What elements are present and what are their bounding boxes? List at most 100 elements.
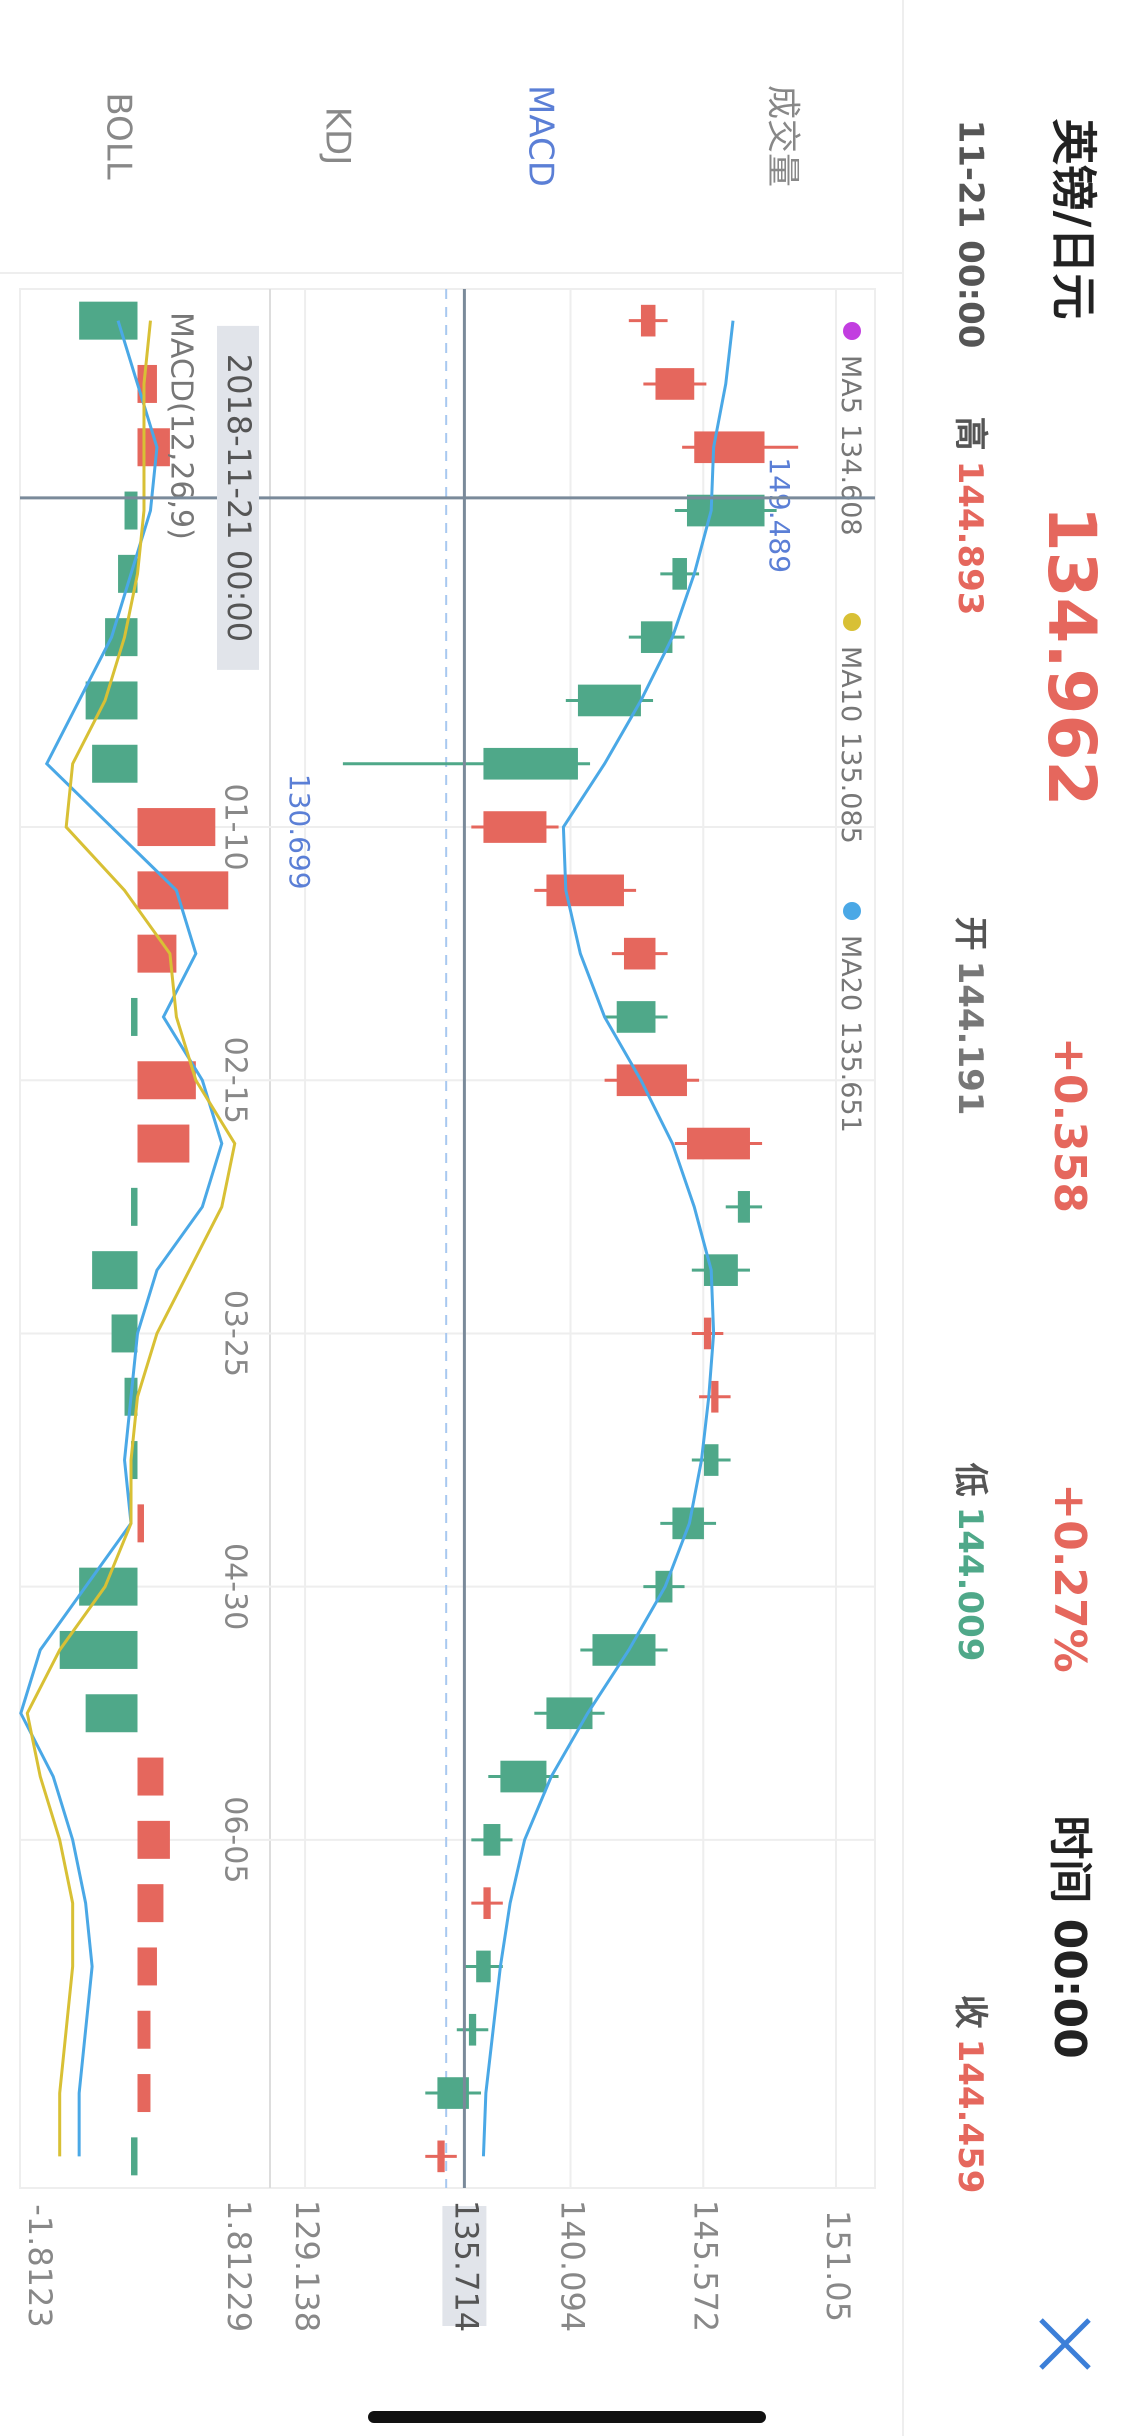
legend-dot <box>843 902 861 920</box>
candle-body <box>483 1887 491 1919</box>
y-tick-label: 1.81229 <box>220 2200 258 2332</box>
plot-frame <box>19 288 876 2189</box>
macd-bar <box>137 1947 157 1986</box>
x-tick-label: 02-15 <box>218 1037 253 1124</box>
macd-bar <box>79 301 138 340</box>
candle-body <box>703 1444 719 1476</box>
candle-body <box>437 2077 469 2109</box>
crosshair-y-label: 135.714 <box>447 2200 485 2332</box>
tab[interactable]: KDJ <box>318 107 358 166</box>
tab[interactable]: MACD <box>521 85 561 187</box>
change: +0.358 <box>1044 1037 1095 1213</box>
candle-body <box>737 1191 750 1223</box>
candle-body <box>686 1127 750 1160</box>
macd-bar <box>85 1694 138 1733</box>
macd-bar <box>131 2137 138 2176</box>
macd-bar <box>92 744 138 783</box>
candle-body <box>483 1824 501 1856</box>
price: 134.962 <box>1033 506 1110 807</box>
x-tick-label: 04-30 <box>218 1543 253 1630</box>
macd-bar <box>137 1820 170 1859</box>
macd-bar <box>131 997 138 1036</box>
legend-value: 135.085 <box>836 732 867 844</box>
candle-body <box>686 494 765 527</box>
candle-body <box>703 1317 712 1350</box>
candle-body <box>476 1950 491 1983</box>
macd-bar <box>92 1251 138 1290</box>
info-item: 低 144.009 <box>951 1463 991 1662</box>
close-button[interactable] <box>1039 2318 1091 2370</box>
legend-entry: MA5 134.608 <box>836 355 867 536</box>
min-label: 130.699 <box>283 774 316 890</box>
candle-body <box>546 1697 593 1730</box>
pair-title: 英镑/日元 <box>1047 119 1101 320</box>
close-icon[interactable] <box>1039 2318 1091 2370</box>
legend-value: 134.608 <box>836 424 867 536</box>
macd-bar <box>137 2010 151 2049</box>
info-item: 收 144.459 <box>951 1995 991 2194</box>
macd-bar <box>137 1757 164 1796</box>
candle-body <box>577 684 641 717</box>
candle-body <box>694 431 765 464</box>
candle-body <box>655 368 695 400</box>
macd-bar <box>137 934 177 973</box>
ma-line <box>481 320 735 2157</box>
info-value: 144.009 <box>951 1507 991 1662</box>
candle-body <box>640 304 656 337</box>
macd-bar <box>137 428 170 467</box>
info-item: 开 144.191 <box>951 917 991 1116</box>
y-tick-label: 145.572 <box>686 2200 724 2332</box>
max-label: 149.489 <box>763 457 796 573</box>
legend-dot <box>843 322 861 340</box>
legend-dot <box>843 613 861 631</box>
indicator-title: MACD(12,26,9) <box>164 312 199 540</box>
macd-bar <box>79 1567 138 1606</box>
info-date: 11-21 00:00 <box>951 120 991 349</box>
legend-name: MA10 <box>836 646 867 722</box>
y-tick-label: -1.8123 <box>21 2204 59 2328</box>
macd-bar <box>137 1504 144 1543</box>
home-indicator <box>368 2411 766 2423</box>
macd-bar <box>111 1314 138 1353</box>
tab[interactable]: 成交量 <box>763 85 803 187</box>
macd-line <box>25 320 237 2157</box>
candle-body <box>546 874 624 907</box>
candle-body <box>500 1760 547 1793</box>
info-label: 高 <box>951 417 991 451</box>
macd-bar <box>137 364 157 403</box>
candle-body <box>437 2140 445 2173</box>
y-tick-label: 151.05 <box>819 2210 857 2322</box>
macd-bar <box>137 1124 190 1163</box>
legend-name: MA20 <box>836 935 867 1011</box>
macd-bar <box>59 1630 138 1669</box>
macd-bar <box>137 1061 196 1100</box>
candle-body <box>672 558 687 590</box>
y-tick-label: 140.094 <box>554 2200 592 2332</box>
candle-body <box>468 2013 477 2046</box>
info-label: 开 <box>951 917 991 951</box>
candle-body <box>616 1064 687 1097</box>
info-value: 144.191 <box>951 961 991 1116</box>
macd-bar <box>85 681 138 720</box>
candle-body <box>592 1634 656 1666</box>
tab[interactable]: BOLL <box>99 92 139 179</box>
info-value: 144.893 <box>951 461 991 616</box>
y-tick-label: 129.138 <box>288 2200 326 2332</box>
info-label: 收 <box>951 1995 991 2029</box>
time: 时间 00:00 <box>1044 1815 1095 2058</box>
info-value: 144.459 <box>951 2039 991 2194</box>
candle-body <box>483 747 578 780</box>
crosshair-y-box <box>442 2206 487 2326</box>
macd-bar <box>137 1884 164 1923</box>
x-tick-label: 01-10 <box>218 783 253 870</box>
crosshair-x-box <box>217 325 259 670</box>
change-pct: +0.27% <box>1044 1483 1095 1673</box>
macd-bar <box>137 2074 151 2113</box>
candle-body <box>711 1380 719 1413</box>
x-tick-label: 03-25 <box>218 1290 253 1377</box>
x-tick-label: 06-05 <box>218 1796 253 1883</box>
legend-value: 135.651 <box>836 1021 867 1133</box>
